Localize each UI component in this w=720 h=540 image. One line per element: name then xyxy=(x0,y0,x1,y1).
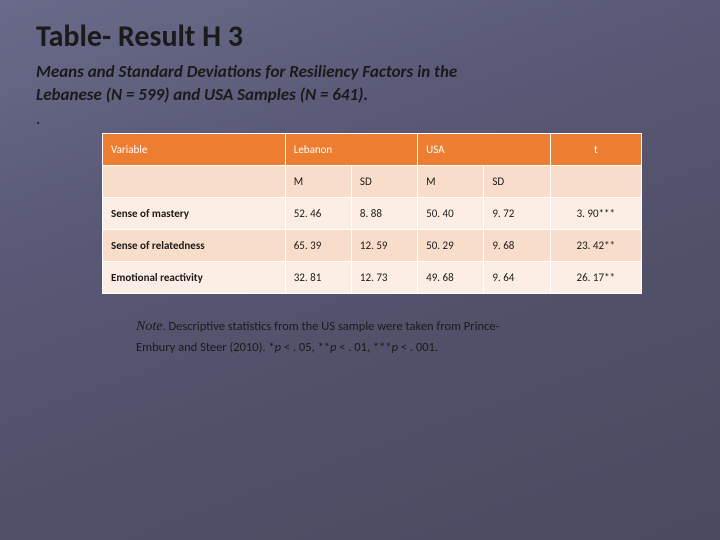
cell-usa-m: 50. 29 xyxy=(418,229,484,261)
note-text-2: Embury and Steer (2010). * xyxy=(136,340,275,355)
cell-leb-m: 32. 81 xyxy=(285,261,351,293)
cell-leb-sd: 8. 88 xyxy=(351,197,417,229)
results-table-container: Variable Lebanon USA t M SD M SD Sense o… xyxy=(102,133,642,294)
note-sig2: < . 01, *** xyxy=(336,340,391,355)
cell-usa-sd: 9. 64 xyxy=(484,261,550,293)
cell-t: 26. 17** xyxy=(550,261,641,293)
cell-usa-m: 50. 40 xyxy=(418,197,484,229)
subcol-usa-m: M xyxy=(418,165,484,197)
table-note: Note. Descriptive statistics from the US… xyxy=(136,316,636,358)
table-row: Emotional reactivity 32. 81 12. 73 49. 6… xyxy=(103,261,642,293)
col-usa: USA xyxy=(418,133,550,165)
note-sig3: < . 001. xyxy=(398,340,438,355)
cell-t: 23. 42** xyxy=(550,229,641,261)
stray-dot: . xyxy=(36,108,684,129)
cell-leb-sd: 12. 59 xyxy=(351,229,417,261)
table-header-row: Variable Lebanon USA t xyxy=(103,133,642,165)
subcol-usa-sd: SD xyxy=(484,165,550,197)
note-sig1: < . 05, ** xyxy=(281,340,330,355)
cell-variable: Sense of mastery xyxy=(103,197,286,229)
subcol-blank xyxy=(103,165,286,197)
table-row: Sense of relatedness 65. 39 12. 59 50. 2… xyxy=(103,229,642,261)
table-subheader-row: M SD M SD xyxy=(103,165,642,197)
note-text-1: Descriptive statistics from the US sampl… xyxy=(168,319,499,334)
col-t: t xyxy=(550,133,641,165)
col-variable: Variable xyxy=(103,133,286,165)
cell-variable: Emotional reactivity xyxy=(103,261,286,293)
col-lebanon: Lebanon xyxy=(285,133,417,165)
subcol-leb-m: M xyxy=(285,165,351,197)
table-row: Sense of mastery 52. 46 8. 88 50. 40 9. … xyxy=(103,197,642,229)
cell-leb-m: 52. 46 xyxy=(285,197,351,229)
subcol-leb-sd: SD xyxy=(351,165,417,197)
cell-leb-m: 65. 39 xyxy=(285,229,351,261)
cell-variable: Sense of relatedness xyxy=(103,229,286,261)
subtitle-line-1: Means and Standard Deviations for Resili… xyxy=(36,61,684,82)
cell-usa-sd: 9. 68 xyxy=(484,229,550,261)
cell-leb-sd: 12. 73 xyxy=(351,261,417,293)
page-title: Table- Result H 3 xyxy=(36,18,684,55)
note-label: Note xyxy=(136,319,162,334)
cell-usa-sd: 9. 72 xyxy=(484,197,550,229)
cell-t: 3. 90*** xyxy=(550,197,641,229)
subtitle-line-2: Lebanese (N = 599) and USA Samples (N = … xyxy=(36,84,684,105)
subcol-t-blank xyxy=(550,165,641,197)
results-table: Variable Lebanon USA t M SD M SD Sense o… xyxy=(102,133,642,294)
cell-usa-m: 49. 68 xyxy=(418,261,484,293)
